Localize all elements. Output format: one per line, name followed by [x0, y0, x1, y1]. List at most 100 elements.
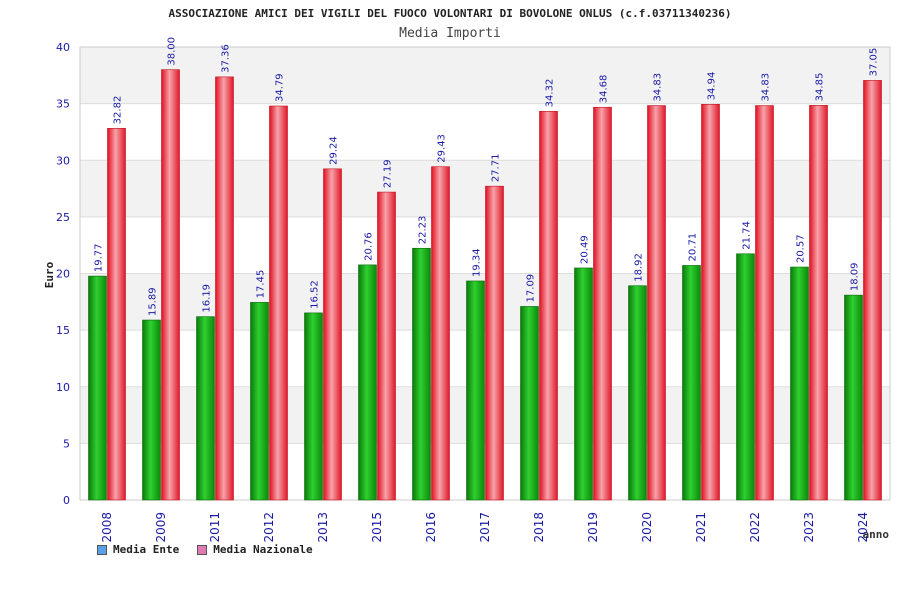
- data-label-media-ente: 20.71: [688, 233, 699, 262]
- bar-media-nazionale: [377, 191, 396, 501]
- x-axis-label: anno: [863, 528, 890, 541]
- x-tick-label: 2016: [424, 512, 438, 543]
- data-label-media-ente: 17.45: [256, 270, 267, 299]
- bar-media-nazionale: [701, 104, 720, 501]
- plot-frame: [79, 46, 891, 501]
- bar-media-ente: [358, 264, 377, 501]
- bar-media-nazionale: [431, 166, 450, 501]
- x-tick-label: 2024: [856, 512, 870, 543]
- data-label-media-nazionale: 29.24: [329, 136, 340, 165]
- data-label-media-ente: 21.74: [742, 221, 753, 250]
- data-label-media-nazionale: 37.05: [869, 48, 880, 77]
- y-tick-label: 15: [56, 324, 70, 337]
- bar-media-ente: [304, 312, 323, 501]
- data-label-media-ente: 18.92: [634, 253, 645, 282]
- bar-media-nazionale: [593, 106, 612, 501]
- x-tick-label: 2021: [694, 512, 708, 543]
- data-label-media-ente: 16.19: [202, 284, 213, 313]
- bar-media-nazionale: [755, 105, 774, 501]
- x-tick-label: 2018: [532, 512, 546, 543]
- y-tick-label: 10: [56, 381, 70, 394]
- legend-swatch-media-nazionale: [197, 544, 208, 555]
- x-tick-label: 2023: [802, 512, 816, 543]
- y-tick-label: 30: [56, 154, 70, 167]
- bar-media-nazionale: [809, 105, 828, 501]
- data-label-media-nazionale: 34.79: [275, 73, 286, 102]
- grid-band: [80, 160, 890, 217]
- data-label-media-ente: 17.09: [526, 274, 537, 303]
- data-label-media-ente: 22.23: [418, 216, 429, 245]
- bar-media-nazionale: [647, 105, 666, 501]
- x-tick-label: 2017: [478, 512, 492, 543]
- legend-swatch-media-ente: [97, 544, 107, 555]
- data-label-media-nazionale: 34.68: [599, 75, 610, 104]
- legend-item-media-ente: Media Ente: [97, 543, 179, 556]
- data-label-media-nazionale: 37.36: [221, 44, 232, 73]
- x-tick-label: 2022: [748, 512, 762, 543]
- x-tick-label: 2011: [208, 512, 222, 543]
- grid-band: [80, 273, 890, 331]
- grid-band: [80, 47, 890, 104]
- data-label-media-nazionale: 29.43: [437, 134, 448, 163]
- bar-media-nazionale: [269, 105, 288, 501]
- x-tick-label: 2008: [100, 512, 114, 543]
- x-tick-label: 2013: [316, 512, 330, 543]
- bar-media-ente: [844, 294, 863, 501]
- bar-media-nazionale: [215, 76, 234, 501]
- chart-subtitle: Media Importi: [399, 26, 501, 41]
- bar-media-ente: [412, 247, 431, 501]
- bar-media-nazionale: [863, 80, 882, 501]
- x-tick-label: 2009: [154, 512, 168, 543]
- data-label-media-nazionale: 38.00: [167, 37, 178, 66]
- legend: Media Ente Media Nazionale: [97, 543, 313, 556]
- bar-media-ente: [520, 306, 539, 501]
- data-label-media-ente: 20.76: [364, 232, 375, 261]
- y-axis-label: Euro: [43, 261, 56, 288]
- x-tick-label: 2015: [370, 512, 384, 543]
- bar-media-ente: [682, 265, 701, 501]
- bar-media-ente: [628, 285, 647, 501]
- grid-band: [80, 386, 890, 444]
- bar-media-ente: [196, 316, 215, 501]
- bar-media-ente: [250, 302, 269, 501]
- y-tick-label: 0: [63, 494, 70, 507]
- bar-media-nazionale: [539, 111, 558, 501]
- chart-title: ASSOCIAZIONE AMICI DEI VIGILI DEL FUOCO …: [169, 7, 732, 20]
- y-tick-label: 40: [56, 41, 70, 54]
- bar-media-ente: [142, 319, 161, 501]
- bar-media-ente: [88, 275, 107, 501]
- data-label-media-ente: 20.57: [796, 234, 807, 263]
- y-tick-label: 5: [63, 437, 70, 450]
- data-label-media-ente: 15.89: [148, 287, 159, 316]
- data-label-media-nazionale: 34.94: [707, 72, 718, 101]
- bar-media-nazionale: [485, 185, 504, 501]
- bar-media-ente: [790, 266, 809, 501]
- data-label-media-ente: 20.49: [580, 235, 591, 264]
- data-label-media-nazionale: 34.83: [653, 73, 664, 102]
- y-tick-label: 20: [56, 268, 70, 281]
- data-label-media-nazionale: 32.82: [113, 96, 124, 125]
- bar-media-nazionale: [161, 69, 180, 501]
- bar-media-nazionale: [323, 168, 342, 501]
- data-label-media-ente: 19.77: [94, 243, 105, 272]
- y-tick-label: 25: [56, 211, 70, 224]
- data-label-media-ente: 16.52: [310, 280, 321, 309]
- x-tick-label: 2012: [262, 512, 276, 543]
- legend-label-media-ente: Media Ente: [113, 543, 180, 556]
- data-label-media-ente: 19.34: [472, 248, 483, 277]
- bar-media-nazionale: [107, 128, 126, 501]
- plot-area: 0 5 10 15 20 25 30 35 40 19.77 32.82 2008 15.89 38.00…: [56, 37, 891, 543]
- data-label-media-ente: 18.09: [850, 262, 861, 291]
- data-label-media-nazionale: 34.83: [761, 73, 772, 102]
- bar-media-ente: [466, 280, 485, 501]
- x-tick-label: 2019: [586, 512, 600, 543]
- legend-label-media-nazionale: Media Nazionale: [213, 543, 313, 556]
- y-tick-label: 35: [56, 98, 70, 111]
- legend-item-media-nazionale: Media Nazionale: [197, 543, 313, 556]
- data-label-media-nazionale: 34.85: [815, 73, 826, 102]
- data-label-media-nazionale: 34.32: [545, 79, 556, 108]
- bar-media-ente: [736, 253, 755, 501]
- data-label-media-nazionale: 27.19: [383, 159, 394, 188]
- data-label-media-nazionale: 27.71: [491, 154, 502, 183]
